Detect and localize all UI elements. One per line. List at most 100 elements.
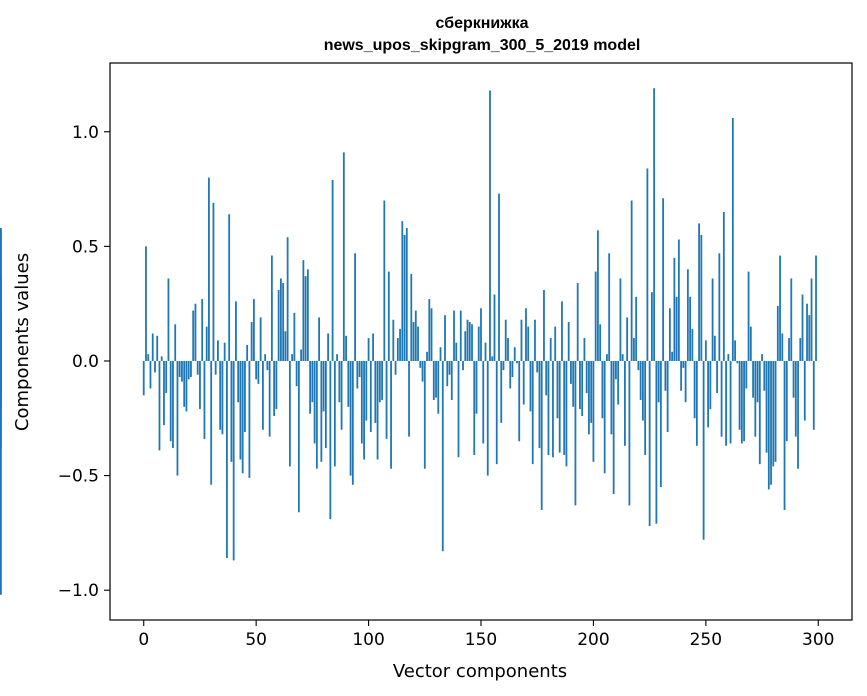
bar bbox=[513, 347, 516, 361]
bar bbox=[356, 360, 359, 389]
bar bbox=[360, 360, 363, 444]
bar bbox=[806, 303, 808, 361]
bar bbox=[293, 312, 296, 361]
bar bbox=[329, 360, 332, 520]
bar bbox=[194, 303, 197, 361]
bar bbox=[648, 360, 651, 527]
bar bbox=[624, 360, 626, 446]
bar bbox=[502, 360, 505, 371]
bar bbox=[734, 340, 736, 361]
bar bbox=[410, 273, 413, 361]
bar bbox=[711, 278, 714, 361]
bar bbox=[695, 360, 698, 446]
bar bbox=[531, 360, 534, 465]
bar bbox=[495, 360, 498, 465]
bar bbox=[419, 360, 422, 368]
bar bbox=[794, 360, 797, 437]
bar bbox=[0, 276, 2, 361]
bar bbox=[304, 276, 307, 361]
bar bbox=[646, 168, 649, 361]
x-tick-label: 150 bbox=[465, 630, 497, 650]
bar bbox=[322, 360, 325, 412]
bar bbox=[385, 360, 388, 439]
bar bbox=[367, 338, 370, 361]
bar bbox=[165, 360, 168, 394]
bar bbox=[621, 354, 624, 361]
bar bbox=[603, 360, 606, 474]
bar bbox=[686, 269, 689, 361]
bar bbox=[221, 360, 224, 435]
bar bbox=[232, 360, 235, 561]
bar bbox=[244, 360, 246, 433]
bar bbox=[223, 342, 226, 361]
bar bbox=[279, 278, 282, 361]
bar bbox=[808, 315, 811, 361]
bar bbox=[615, 360, 617, 380]
bar bbox=[142, 360, 145, 396]
bar bbox=[633, 338, 635, 361]
bar bbox=[799, 338, 802, 361]
bar bbox=[653, 88, 656, 361]
bar bbox=[756, 360, 759, 403]
bar bbox=[554, 326, 557, 361]
bar bbox=[774, 360, 777, 462]
bar bbox=[677, 239, 680, 361]
bar bbox=[585, 360, 588, 394]
bar bbox=[527, 326, 530, 361]
bar bbox=[394, 360, 397, 375]
bar bbox=[671, 351, 674, 361]
bar bbox=[770, 360, 772, 485]
y-tick-label: 0.5 bbox=[72, 237, 99, 257]
bar bbox=[383, 200, 386, 361]
bar bbox=[628, 360, 631, 506]
bar bbox=[655, 360, 658, 524]
bar bbox=[331, 179, 334, 361]
bar bbox=[507, 338, 509, 361]
bar bbox=[300, 349, 303, 361]
chart-title-line-2: news_upos_skipgram_300_5_2019 model bbox=[324, 37, 641, 54]
bar bbox=[390, 360, 392, 469]
bar bbox=[637, 360, 640, 371]
bar bbox=[486, 360, 489, 476]
bar bbox=[219, 360, 222, 430]
bar bbox=[797, 360, 799, 469]
bar bbox=[167, 278, 170, 361]
bar bbox=[693, 360, 696, 419]
bar bbox=[570, 360, 572, 384]
y-tick-label: −0.5 bbox=[58, 467, 99, 487]
bar bbox=[253, 299, 255, 361]
bar bbox=[509, 360, 512, 389]
bar bbox=[178, 360, 181, 378]
bar bbox=[241, 360, 244, 474]
bar bbox=[259, 317, 262, 361]
bar bbox=[704, 340, 707, 361]
bar bbox=[776, 305, 779, 361]
bar bbox=[579, 360, 581, 410]
bar bbox=[446, 360, 449, 387]
bar bbox=[590, 360, 593, 423]
y-tick-label: 0.0 bbox=[72, 352, 99, 372]
bar bbox=[358, 360, 361, 378]
bar bbox=[549, 338, 552, 361]
bar bbox=[217, 340, 219, 361]
bar bbox=[365, 360, 368, 421]
x-tick-label: 300 bbox=[802, 630, 834, 650]
bar bbox=[354, 253, 356, 361]
bar bbox=[491, 356, 494, 361]
bar bbox=[363, 360, 365, 460]
bar bbox=[581, 360, 584, 416]
bar bbox=[477, 326, 480, 361]
bar bbox=[552, 360, 554, 458]
bar bbox=[455, 342, 458, 361]
bar bbox=[412, 322, 415, 361]
bar bbox=[617, 360, 620, 405]
bar bbox=[666, 360, 669, 433]
bar bbox=[297, 360, 300, 513]
bar bbox=[534, 319, 536, 361]
bar bbox=[644, 360, 647, 455]
bar bbox=[428, 299, 431, 361]
bar bbox=[716, 360, 718, 394]
bar bbox=[396, 338, 399, 361]
bar bbox=[333, 360, 336, 467]
